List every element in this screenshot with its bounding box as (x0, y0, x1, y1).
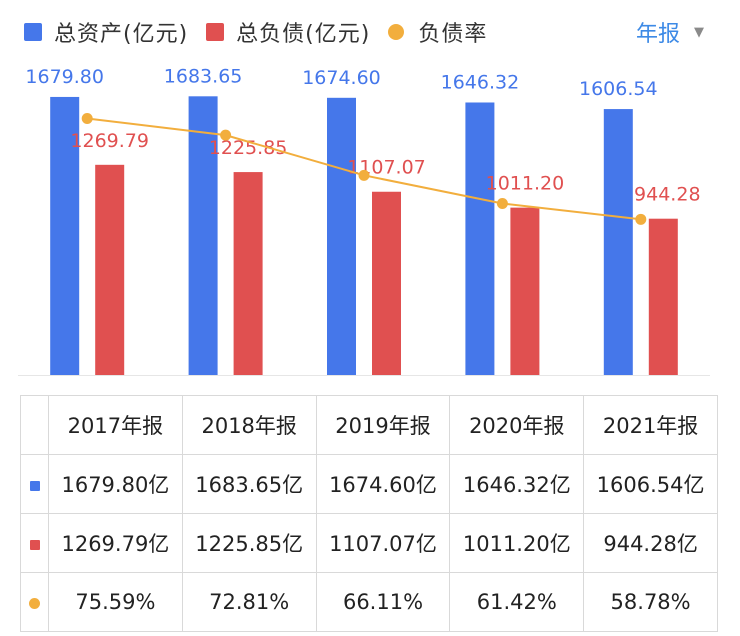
table-cell: 1011.20亿 (449, 513, 585, 573)
ratio-point (358, 169, 370, 181)
ratio-point (220, 129, 232, 141)
table-cell: 66.11% (315, 572, 451, 632)
liabilities-square-icon (29, 540, 40, 550)
assets-row-key (20, 454, 49, 514)
legend-item-liabilities[interactable]: 总负债(亿元) (206, 16, 370, 48)
table-cell: 944.28亿 (583, 513, 718, 573)
table-cell: 1269.79亿 (48, 513, 183, 573)
liabilities-bar (233, 172, 263, 375)
table-cell: 61.42% (449, 572, 585, 632)
assets-data-label: 1674.60 (302, 67, 381, 89)
caret-down-icon: ▼ (694, 24, 704, 40)
table-header-cell: 2017年报 (48, 395, 183, 455)
liabilities-data-label: 1269.79 (70, 130, 149, 152)
table-cell: 1683.65亿 (181, 454, 317, 514)
liabilities-row-key (20, 513, 49, 573)
chart-legend: 总资产(亿元) 总负债(亿元) 负债率 (24, 14, 505, 50)
table-header-row: 2017年报 2018年报 2019年报 2020年报 2021年报 (20, 395, 718, 455)
liabilities-bar (372, 191, 401, 375)
legend-item-assets[interactable]: 总资产(亿元) (24, 16, 188, 48)
legend-ratio-label: 负债率 (418, 22, 488, 47)
table-cell: 1679.80亿 (48, 454, 183, 514)
ratio-swatch-icon (388, 24, 405, 40)
table-row-ratio: 75.59% 72.81% 66.11% 61.42% 58.78% (20, 572, 718, 632)
table-corner (20, 395, 49, 455)
liabilities-bar (510, 207, 540, 375)
table-cell: 58.78% (583, 572, 718, 632)
ratio-dot-icon (29, 598, 40, 609)
assets-data-label: 1646.32 (441, 71, 520, 93)
assets-data-label: 1679.80 (25, 66, 104, 88)
assets-liabilities-chart: 1679.801269.791683.651225.851674.601107.… (18, 65, 710, 376)
table-header-cell: 2021年报 (583, 395, 718, 455)
assets-bar (465, 102, 495, 375)
assets-swatch-icon (24, 23, 42, 41)
assets-bar (188, 96, 218, 376)
period-selector[interactable]: 年报 ▼ (636, 14, 704, 50)
data-table: 2017年报 2018年报 2019年报 2020年报 2021年报 1679.… (20, 395, 718, 632)
table-cell: 1674.60亿 (315, 454, 451, 514)
liabilities-bar (648, 218, 678, 375)
table-row-assets: 1679.80亿 1683.65亿 1674.60亿 1646.32亿 1606… (20, 454, 718, 514)
table-header-cell: 2020年报 (449, 395, 585, 455)
ratio-row-key (20, 572, 49, 632)
liabilities-bar (95, 164, 125, 375)
table-cell: 75.59% (48, 572, 183, 632)
assets-bar (603, 109, 633, 376)
liabilities-data-label: 1225.85 (209, 137, 288, 159)
liabilities-data-label: 944.28 (634, 184, 700, 206)
assets-square-icon (29, 481, 40, 491)
legend-liabilities-label: 总负债(亿元) (236, 22, 371, 47)
liabilities-swatch-icon (206, 23, 225, 41)
liabilities-data-label: 1011.20 (486, 173, 565, 195)
assets-bar (50, 96, 80, 375)
table-cell: 1107.07亿 (315, 513, 451, 573)
ratio-point (81, 112, 93, 124)
table-cell: 1606.54亿 (583, 454, 718, 514)
ratio-point (635, 213, 647, 225)
table-cell: 1646.32亿 (449, 454, 585, 514)
assets-data-label: 1683.65 (164, 65, 243, 87)
table-header-cell: 2019年报 (315, 395, 451, 455)
ratio-point (496, 197, 508, 209)
legend-item-ratio[interactable]: 负债率 (388, 16, 487, 48)
table-header-cell: 2018年报 (181, 395, 317, 455)
table-row-liabilities: 1269.79亿 1225.85亿 1107.07亿 1011.20亿 944.… (20, 513, 718, 573)
table-cell: 1225.85亿 (181, 513, 317, 573)
period-selector-label: 年报 (635, 22, 680, 47)
legend-assets-label: 总资产(亿元) (54, 22, 189, 47)
assets-bar (327, 97, 356, 375)
assets-data-label: 1606.54 (579, 78, 658, 100)
table-cell: 72.81% (181, 572, 317, 632)
